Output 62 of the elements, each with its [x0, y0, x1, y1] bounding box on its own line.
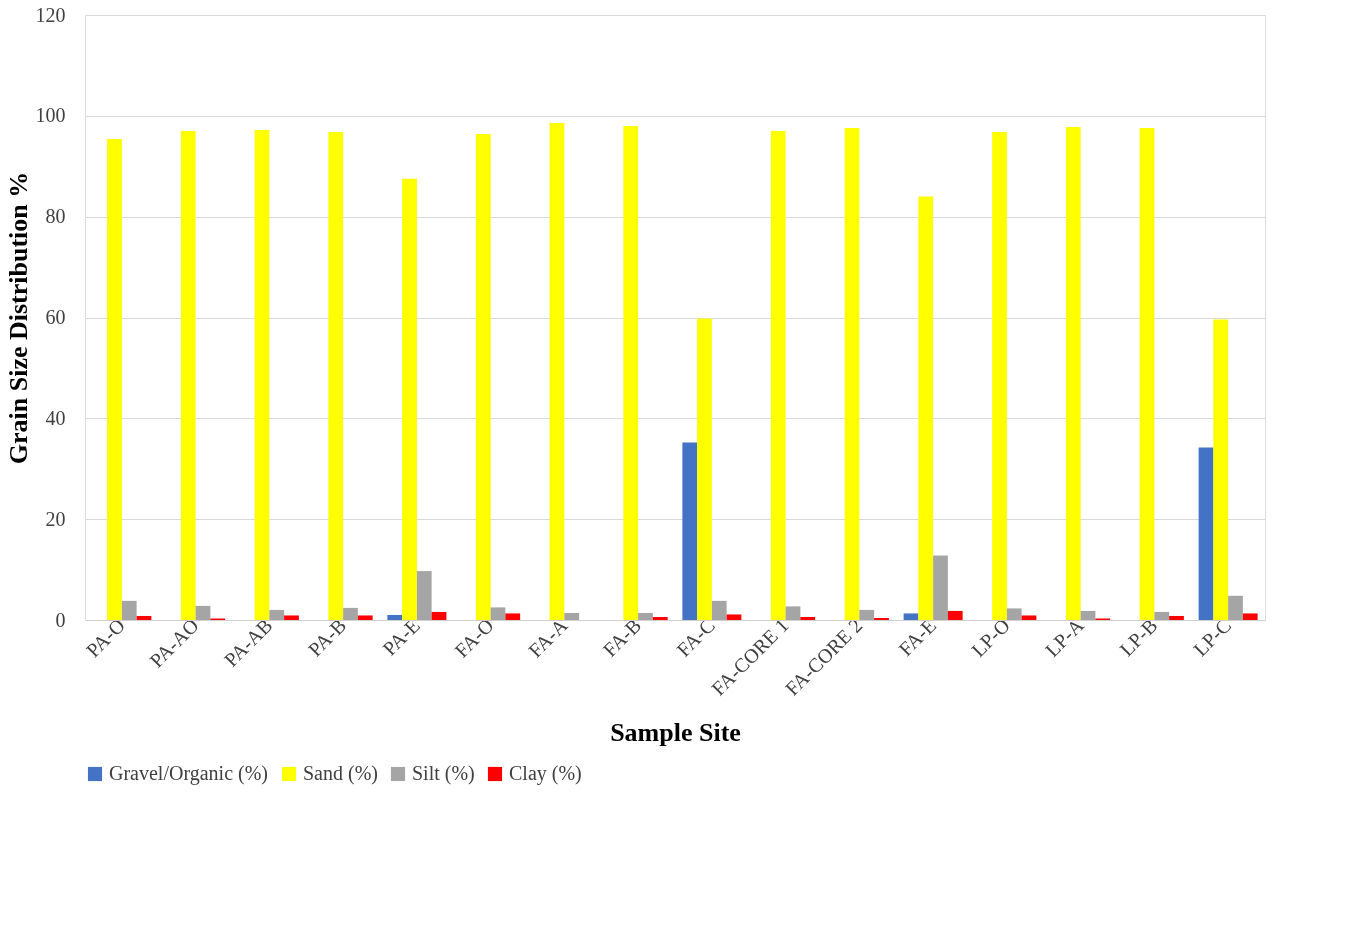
legend-label: Clay (%) [509, 762, 582, 785]
bar [416, 571, 432, 620]
bar [844, 127, 860, 620]
bar [800, 616, 816, 620]
bar [284, 615, 299, 620]
bar [564, 612, 580, 620]
bar [859, 609, 875, 620]
bar [121, 600, 137, 620]
bar [682, 442, 698, 620]
bar [992, 131, 1007, 620]
bar [785, 606, 801, 620]
bar [402, 178, 417, 620]
bar [431, 611, 447, 620]
bar [343, 607, 358, 620]
bar [357, 615, 373, 620]
bar [1139, 127, 1155, 620]
bar [1065, 126, 1081, 620]
bar [254, 129, 270, 620]
bar [1198, 447, 1214, 620]
bar [1213, 319, 1229, 620]
bar [947, 610, 963, 620]
bar [1242, 613, 1258, 620]
bar [1080, 610, 1096, 620]
y-tick-label: 20 [45, 507, 66, 530]
bar [549, 122, 565, 620]
bar [726, 614, 742, 620]
bar [107, 139, 122, 620]
bar [269, 609, 285, 620]
bar [1006, 608, 1022, 620]
bar [180, 130, 196, 620]
legend-label: Sand (%) [303, 762, 378, 785]
x-axis-title: Sample Site [610, 717, 741, 747]
bar [933, 555, 948, 620]
bar [1228, 595, 1243, 620]
bar [623, 125, 639, 620]
bar [1021, 615, 1037, 620]
bar [918, 196, 934, 620]
bar [328, 131, 344, 620]
bar [195, 605, 211, 620]
bar [387, 614, 403, 620]
y-tick-label: 120 [35, 3, 66, 26]
y-tick-label: 60 [45, 306, 66, 328]
bar [697, 318, 712, 620]
bar [770, 130, 786, 620]
y-tick-label: 80 [45, 205, 66, 228]
legend-label: Gravel/Organic (%) [109, 762, 269, 785]
y-tick-label: 40 [45, 406, 66, 429]
bar [1169, 615, 1184, 620]
bar [1154, 611, 1170, 620]
y-tick-label: 100 [35, 104, 66, 127]
bar [505, 613, 521, 620]
legend-label: Silt (%) [412, 762, 475, 785]
bar [475, 133, 491, 620]
bar [903, 613, 919, 620]
bar [490, 607, 506, 620]
bar [136, 615, 152, 620]
bar [874, 617, 889, 620]
y-axis-title: Grain Size Distribution % [3, 171, 33, 465]
y-tick-label: 0 [55, 608, 66, 631]
bar [711, 600, 727, 620]
bar [638, 612, 653, 620]
bar [652, 616, 668, 620]
